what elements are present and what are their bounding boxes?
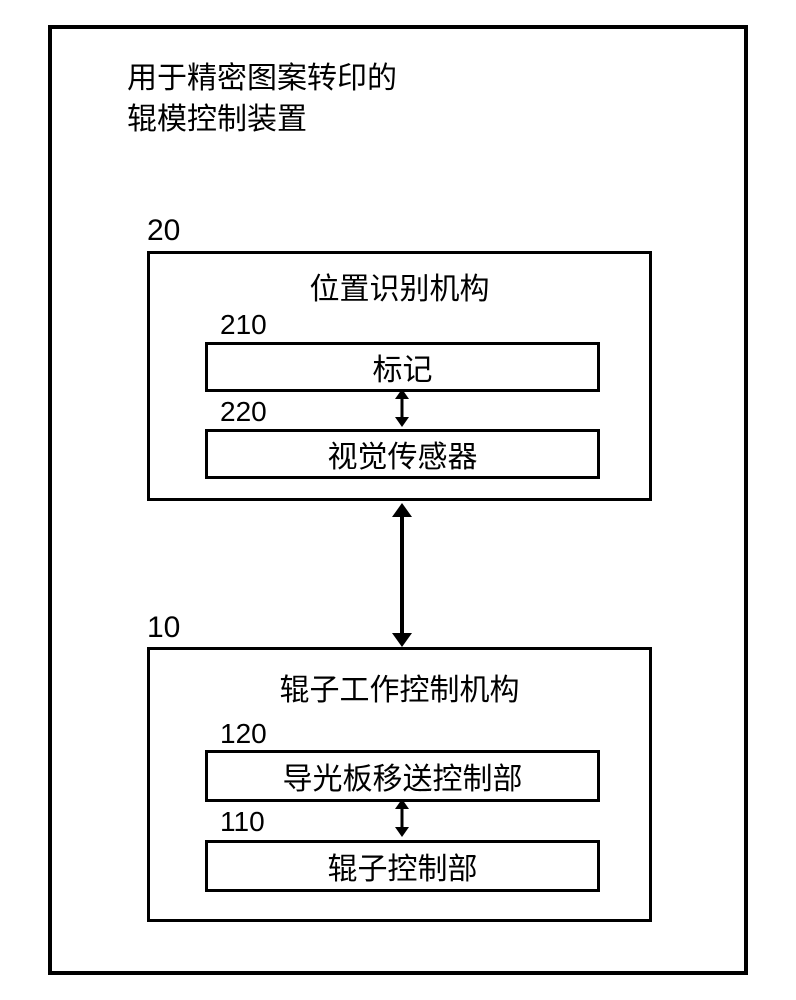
sub-120-box: 导光板移送控制部 bbox=[205, 750, 600, 802]
title-line-1: 用于精密图案转印的 bbox=[127, 62, 397, 95]
sub-220-ref: 220 bbox=[220, 396, 267, 428]
sub-210-label: 标记 bbox=[373, 345, 433, 389]
sub-120-ref: 120 bbox=[220, 718, 267, 750]
sub-220-label: 视觉传感器 bbox=[328, 432, 478, 476]
sub-110-label: 辊子控制部 bbox=[328, 844, 478, 888]
block-10: 辊子工作控制机构 120 导光板移送控制部 110 辊子控制部 bbox=[147, 647, 652, 922]
diagram-title: 用于精密图案转印的 辊模控制装置 bbox=[127, 59, 397, 140]
block-20-title: 位置识别机构 bbox=[150, 264, 649, 308]
block-10-ref: 10 bbox=[147, 611, 180, 645]
arrow-120-110-icon bbox=[390, 799, 414, 837]
block-20-ref: 20 bbox=[147, 214, 180, 248]
block-10-title: 辊子工作控制机构 bbox=[150, 665, 649, 709]
arrow-between-blocks-icon bbox=[388, 503, 416, 647]
outer-frame: 用于精密图案转印的 辊模控制装置 20 位置识别机构 210 标记 220 视觉… bbox=[48, 25, 748, 975]
block-20: 位置识别机构 210 标记 220 视觉传感器 bbox=[147, 251, 652, 501]
title-line-2: 辊模控制装置 bbox=[127, 103, 307, 136]
sub-210-ref: 210 bbox=[220, 309, 267, 341]
sub-120-label: 导光板移送控制部 bbox=[283, 754, 523, 798]
arrow-210-220-icon bbox=[390, 389, 414, 427]
sub-110-box: 辊子控制部 bbox=[205, 840, 600, 892]
sub-210-box: 标记 bbox=[205, 342, 600, 392]
sub-220-box: 视觉传感器 bbox=[205, 429, 600, 479]
sub-110-ref: 110 bbox=[220, 806, 265, 838]
